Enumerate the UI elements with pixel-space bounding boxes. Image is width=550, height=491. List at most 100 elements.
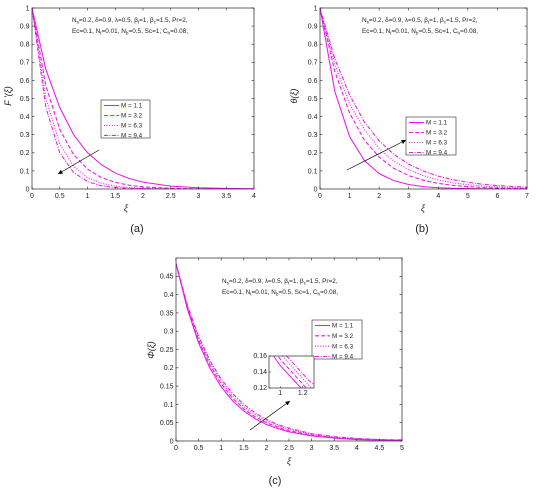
- y-tick-label-c: 0.05: [160, 420, 174, 427]
- y-tick-label-b: 0.1: [308, 168, 318, 175]
- y-tick-label-b: 0.9: [308, 24, 318, 31]
- series-line-b-4: [320, 8, 527, 188]
- panel-a: 0 0.5 1 1.5 2 2.5 3 3.5 4 0 0.1 0.2 0.3 0.4 0.5 0.6 0.7 0…: [3, 5, 256, 235]
- legend-label-b-4: M = 9.4: [426, 150, 448, 157]
- trend-arrowhead-b: [401, 140, 406, 144]
- x-tick-label-b: 4: [436, 193, 440, 200]
- parameter-annotation-b: Ns=0.2, δ=0.9, λ=0.5, βt=1, βc=1.5, Pr=2…: [362, 17, 478, 24]
- y-tick-label-c: 0.45: [160, 274, 174, 281]
- series-line-a-3: [32, 8, 254, 189]
- y-tick-label-c: 0.4: [164, 292, 174, 299]
- legend-label-b-3: M = 6.3: [426, 140, 448, 147]
- series-line-a-2: [32, 8, 254, 189]
- legend-label-a-3: M = 6.3: [121, 123, 143, 130]
- legend-box-b: [405, 116, 457, 156]
- y-axis-label-a: F '(ξ): [3, 86, 13, 106]
- x-tick-label-c: 1: [219, 445, 223, 452]
- x-tick-label-b: 0: [318, 193, 322, 200]
- legend-label-b-1: M = 1.1: [426, 120, 448, 127]
- x-tick-label-b: 2: [377, 193, 381, 200]
- x-axis-label-a: ξ: [124, 203, 129, 213]
- y-tick-label-b: 0.3: [308, 132, 318, 139]
- y-tick-label-b: 0: [314, 186, 318, 193]
- y-tick-label-a: 0.5: [20, 96, 30, 103]
- panel-b: 0 1 2 3 4 5 6 7 0 0.1 0.2 0.3 0.4 0.5 0.6 0.7 0.8 0.9 1 ξ θ(…: [289, 5, 529, 235]
- y-tick-label-b: 0.6: [308, 78, 318, 85]
- legend-label-b-2: M = 3.2: [426, 130, 448, 137]
- legend-label-a-4: M = 9.4: [121, 133, 143, 140]
- y-tick-label-c: 0.15: [160, 384, 174, 391]
- y-tick-label-b: 0.7: [308, 60, 318, 67]
- y-tick-label-a: 0.4: [20, 114, 30, 121]
- panel-caption-c: (c): [269, 475, 282, 487]
- x-tick-label-b: 7: [525, 193, 529, 200]
- plot-frame-a: [31, 7, 255, 190]
- y-axis-label-b: θ(ξ): [289, 89, 299, 104]
- y-tick-label-a: 0.3: [20, 132, 30, 139]
- x-tick-label-c: 4.5: [375, 445, 385, 452]
- x-tick-label-c: 3: [310, 445, 314, 452]
- x-tick-label-a: 3.5: [221, 193, 231, 200]
- series-line-a-4: [32, 8, 254, 189]
- legend-label-c-4: M = 9.4: [332, 354, 354, 361]
- y-tick-label-c: 0.25: [160, 347, 174, 354]
- y-tick-label-a: 0.7: [20, 60, 30, 67]
- legend-label-a-2: M = 3.2: [121, 113, 143, 120]
- x-tick-label-c: 1.5: [239, 445, 249, 452]
- x-axis-label-b: ξ: [421, 203, 426, 213]
- legend-box-c: [311, 319, 363, 360]
- inset-x-tick-label: 1: [278, 390, 282, 397]
- panel-caption-a: (a): [130, 223, 143, 235]
- y-tick-label-a: 0.2: [20, 150, 30, 157]
- series-line-b-3: [320, 8, 527, 189]
- y-tick-label-a: 0.9: [20, 24, 30, 31]
- x-tick-label-c: 2.5: [284, 445, 294, 452]
- x-tick-label-c: 0: [174, 445, 178, 452]
- y-tick-label-b: 0.4: [308, 114, 318, 121]
- legend-label-c-1: M = 1.1: [332, 323, 354, 330]
- series-line-b-2: [320, 8, 527, 189]
- series-line-c-2: [176, 263, 402, 441]
- inset-x-tick-label: 1.2: [298, 390, 308, 397]
- x-tick-label-c: 2: [264, 445, 268, 452]
- y-tick-label-c: 0.1: [164, 402, 174, 409]
- trend-arrow-a: [57, 149, 100, 175]
- x-tick-label-b: 5: [466, 193, 470, 200]
- x-tick-label-a: 1: [86, 193, 90, 200]
- panel-caption-b: (b): [415, 223, 428, 235]
- y-tick-label-a: 0.1: [20, 168, 30, 175]
- x-tick-label-c: 0.5: [194, 445, 204, 452]
- inset-y-tick-label: 0.16: [253, 353, 267, 360]
- plot-frame-b: [319, 7, 528, 190]
- parameter-annotation-c: Ns=0.2, δ=0.9, λ=0.5, βt=1, βc=1.5, Pr=2…: [222, 278, 338, 285]
- x-axis-label-c: ξ: [287, 456, 292, 466]
- series-line-c-4: [176, 263, 402, 441]
- inset-y-tick-label: 0.14: [253, 369, 267, 376]
- series-line-c-3: [176, 263, 402, 441]
- y-tick-label-c: 0: [170, 438, 174, 445]
- y-tick-label-a: 0: [26, 186, 30, 193]
- trend-arrowhead-a: [58, 169, 63, 174]
- trend-arrow-c: [249, 400, 291, 431]
- x-tick-label-a: 3: [197, 193, 201, 200]
- x-tick-label-a: 2: [141, 193, 145, 200]
- series-line-b-1: [320, 8, 527, 189]
- x-tick-label-c: 5: [400, 445, 404, 452]
- legend-box-a: [100, 99, 151, 139]
- x-tick-label-c: 4: [355, 445, 359, 452]
- x-tick-label-a: 4: [252, 193, 256, 200]
- x-tick-label-b: 3: [407, 193, 411, 200]
- plot-frame-c: [175, 257, 403, 442]
- legend-label-c-2: M = 3.2: [332, 333, 354, 340]
- y-tick-label-b: 0.5: [308, 96, 318, 103]
- inset-y-tick-label: 0.12: [253, 385, 267, 392]
- parameter-annotation-b: Ec=0.1, Nt=0.01, Nb=0.5, Sc=1, Ch=0.08,: [362, 28, 478, 35]
- parameter-annotation-a: Ec=0.1, Nt=0.01, Nb=0.5, Sc=1, Ch=0.08,: [72, 28, 188, 35]
- panel-c: 0 0.5 1 1.5 2 2.5 3 3.5 4 4.5 5 0 0.05 0.1 0.15 0.2 0.25…: [146, 257, 404, 487]
- y-tick-label-c: 0.35: [160, 310, 174, 317]
- parameter-annotation-a: Ns=0.2, δ=0.9, λ=0.5, βt=1, βc=1.5, Pr=2…: [72, 17, 188, 24]
- x-tick-label-a: 0.5: [55, 193, 65, 200]
- y-axis-label-c: Φ(ξ): [146, 341, 156, 359]
- y-tick-label-a: 0.6: [20, 78, 30, 85]
